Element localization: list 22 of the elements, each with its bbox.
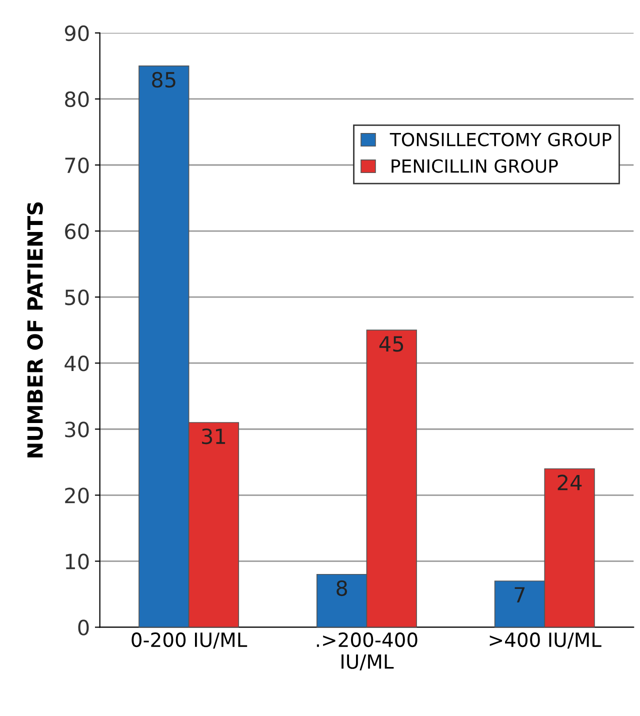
data-label: 45	[379, 336, 404, 352]
y-tick-label: 10	[66, 554, 89, 570]
data-label: 31	[202, 428, 226, 444]
y-tick-label: 50	[65, 290, 89, 306]
legend-label: TONSILLECTOMY GROUP	[390, 132, 612, 146]
y-tick-label: 80	[65, 91, 89, 108]
y-tick-label: 20	[65, 488, 89, 504]
y-tick-label: 70	[65, 157, 89, 174]
y-tick-label: 0	[78, 620, 89, 636]
data-label: 8	[336, 580, 348, 596]
x-tick-label: >400 IU/ML	[490, 632, 602, 649]
y-axis-title: NUMBER OF PATIENTS	[27, 202, 43, 458]
y-tick-label: 40	[64, 356, 89, 372]
data-label: 7	[514, 587, 525, 602]
y-tick-label: 30	[65, 422, 89, 438]
data-label: 85	[152, 72, 176, 88]
x-tick-label: 0-200 IU/ML	[132, 632, 248, 649]
y-tick-label: 90	[64, 25, 89, 42]
y-tick-label: 60	[65, 223, 89, 240]
legend-label: PENICILLIN GROUP	[392, 159, 558, 173]
data-label: 24	[558, 474, 582, 490]
x-tick-label: .>200-400 IU/ML	[316, 632, 418, 670]
